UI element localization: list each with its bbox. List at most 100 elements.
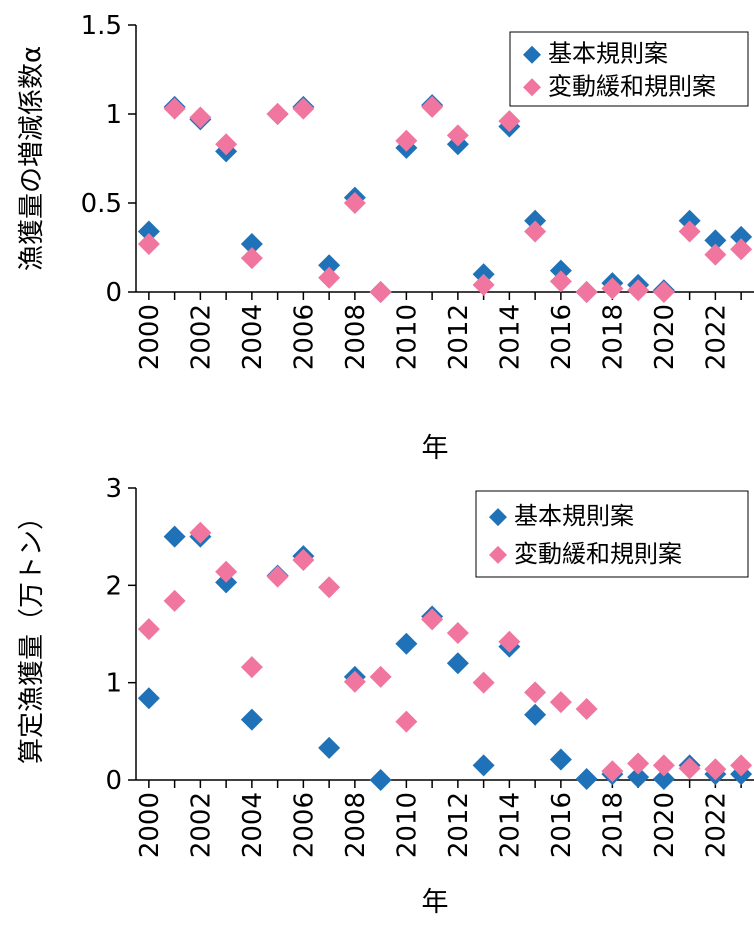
data-point <box>627 279 650 302</box>
data-point <box>421 95 444 118</box>
chart-2: 0 1 2 3 2000 2002 2004 2006 2008 2010 2012 2014 2016… <box>17 474 754 918</box>
data-point <box>575 697 598 720</box>
data-point <box>704 229 727 252</box>
legend-marker <box>489 508 507 527</box>
data-point <box>292 97 315 120</box>
legend-box <box>475 490 749 578</box>
data-point <box>163 525 186 548</box>
x-tick-label: 2010 <box>392 792 422 858</box>
x-tick-label: 2022 <box>701 792 731 858</box>
data-point <box>575 281 598 303</box>
data-point <box>369 665 392 688</box>
data-point <box>215 560 238 583</box>
data-point <box>524 681 547 704</box>
data-point <box>446 124 469 147</box>
data-point <box>472 754 495 777</box>
x-tick-label: 2004 <box>238 304 268 370</box>
data-point <box>137 687 160 710</box>
legend-label: 基本規則案 <box>514 502 634 530</box>
data-point <box>498 630 521 653</box>
y-tick-label: 2 <box>105 571 122 601</box>
data-point <box>343 192 366 214</box>
data-point <box>215 133 238 156</box>
data-point <box>627 766 650 789</box>
data-point <box>652 754 675 777</box>
data-point <box>627 752 650 775</box>
data-point <box>318 266 341 289</box>
data-point <box>343 670 366 693</box>
data-point <box>292 549 315 572</box>
y-tick-label: 1 <box>105 669 122 699</box>
data-point <box>524 220 547 243</box>
data-point <box>240 656 263 679</box>
data-point <box>601 760 624 783</box>
y-tick-label: 3 <box>105 474 122 504</box>
x-tick-label: 2020 <box>650 304 680 370</box>
x-tick-label: 2018 <box>598 304 628 370</box>
legend-marker <box>523 45 541 64</box>
data-point <box>472 273 495 296</box>
y-tick-label: 1 <box>105 100 122 130</box>
data-point <box>163 97 186 120</box>
x-tick-label: 2020 <box>650 792 680 858</box>
data-point <box>163 589 186 612</box>
chart-1: 0 0.5 1 1.5 2000 2002 2004 2006 2008 2010 2012 2014… <box>17 11 754 464</box>
legend-marker <box>489 545 507 564</box>
data-point <box>652 768 675 791</box>
data-point <box>678 757 701 780</box>
data-point <box>266 103 289 125</box>
x-tick-label: 2012 <box>444 792 474 858</box>
data-point <box>395 710 418 733</box>
data-point <box>318 736 341 759</box>
data-point <box>549 270 572 293</box>
data-point <box>446 652 469 675</box>
x-tick-label: 2008 <box>341 792 371 858</box>
x-tick-label: 2022 <box>701 304 731 370</box>
x-tick-label: 2002 <box>186 792 216 858</box>
legend-marker <box>523 78 541 97</box>
data-point <box>730 225 753 248</box>
data-point <box>395 632 418 655</box>
y-axis-title: 漁獲量の増減係数α <box>17 46 47 271</box>
data-point <box>524 703 547 726</box>
data-point <box>318 576 341 599</box>
data-point <box>730 238 753 261</box>
data-point <box>421 608 444 631</box>
data-point <box>575 768 598 791</box>
data-point <box>240 232 263 255</box>
data-point <box>369 769 392 791</box>
data-point <box>189 106 212 129</box>
data-point <box>472 671 495 694</box>
data-point <box>730 754 753 777</box>
data-point <box>704 243 727 266</box>
x-tick-label: 2014 <box>495 792 525 858</box>
data-point <box>137 232 160 255</box>
legend-label: 変動緩和規則案 <box>548 72 716 100</box>
x-tick-label: 2000 <box>135 792 165 858</box>
y-tick-label: 0 <box>105 766 122 796</box>
legend-label: 基本規則案 <box>548 40 668 68</box>
data-point <box>498 110 521 133</box>
y-axis-title: 算定漁獲量（万トン） <box>17 504 47 764</box>
data-point <box>601 277 624 300</box>
series-relaxed <box>137 521 753 783</box>
x-tick-label: 2012 <box>444 304 474 370</box>
data-point <box>137 618 160 641</box>
x-tick-label: 2000 <box>135 304 165 370</box>
x-tick-label: 2016 <box>547 304 577 370</box>
x-tick-label: 2016 <box>547 792 577 858</box>
x-tick-label: 2002 <box>186 304 216 370</box>
data-point <box>395 129 418 152</box>
data-point <box>318 254 341 277</box>
x-tick-label: 2018 <box>598 792 628 858</box>
x-tick-label: 2014 <box>495 304 525 370</box>
data-point <box>266 565 289 588</box>
series-base <box>137 94 753 303</box>
y-tick-label: 0.5 <box>81 189 122 219</box>
data-point <box>369 281 392 303</box>
data-point <box>704 758 727 781</box>
y-tick-label: 1.5 <box>81 11 122 41</box>
